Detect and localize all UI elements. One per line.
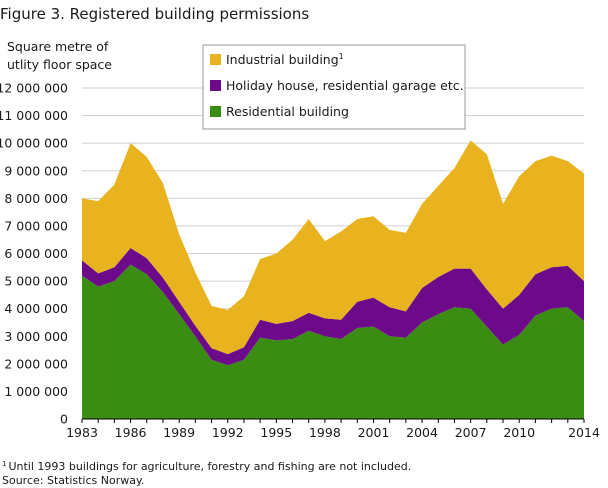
y-axis-label-line-1: Square metre of [7, 39, 109, 54]
industrial-area [82, 140, 584, 355]
legend-label: Residential building [226, 104, 349, 119]
stacked-areas [82, 140, 584, 419]
axes: 0 1 000 000 2 000 000 3 000 000 4 000 000 5 0… [0, 81, 600, 441]
y-tick-label: 3 000 000 [4, 329, 68, 344]
x-tick-label: 2001 [358, 425, 390, 440]
legend-label: Holiday house, residential garage etc. [226, 78, 464, 93]
y-tick-label: 7 000 000 [4, 218, 68, 233]
y-tick-label: 9 000 000 [4, 163, 68, 178]
x-tick-label: 2004 [406, 425, 438, 440]
x-tick-label: 1986 [115, 425, 147, 440]
y-tick-label: 5 000 000 [4, 274, 68, 289]
footnote-marker: 1 [2, 460, 7, 468]
footnote-note: 1 Until 1993 buildings for agriculture, f… [2, 457, 411, 474]
x-tick-label: 2014 [568, 425, 600, 440]
y-tick-label: 1 000 000 [4, 384, 68, 399]
x-tick-label: 1983 [66, 425, 98, 440]
y-tick-label: 0 [60, 412, 68, 427]
source-note: Source: Statistics Norway. [2, 474, 145, 487]
y-tick-label: 12 000 000 [0, 81, 68, 96]
y-axis-label-line-2: utlity floor space [7, 57, 112, 72]
legend: Industrial building1 Holiday house, resid… [202, 44, 466, 130]
page-title: Figure 3. Registered building permission… [0, 5, 310, 23]
x-tick-label: 1989 [163, 425, 195, 440]
legend-superscript: 1 [339, 52, 344, 61]
x-tick-label: 2007 [455, 425, 487, 440]
legend-swatch [210, 54, 221, 65]
legend-label: Industrial building1 [226, 52, 344, 67]
y-tick-label: 6 000 000 [4, 246, 68, 261]
y-tick-label: 8 000 000 [4, 191, 68, 206]
y-tick-label: 4 000 000 [4, 301, 68, 316]
legend-box [202, 44, 466, 130]
x-tick-label: 2010 [503, 425, 535, 440]
y-axis-label: Square metre of utlity floor space [7, 38, 112, 74]
residential-area [82, 264, 584, 419]
y-tick-label: 10 000 000 [0, 136, 68, 151]
holiday-area [82, 247, 584, 366]
x-tick-label: 1992 [212, 425, 244, 440]
y-tick-label: 2 000 000 [4, 356, 68, 371]
legend-swatch [210, 106, 221, 117]
x-tick-label: 1995 [260, 425, 292, 440]
footnote-text: Until 1993 buildings for agriculture, fo… [8, 460, 412, 473]
x-tick-label: 1998 [309, 425, 341, 440]
y-tick-label: 11 000 000 [0, 108, 68, 123]
legend-swatch [210, 80, 221, 91]
footnote: 1 Until 1993 buildings for agriculture, f… [2, 457, 411, 488]
